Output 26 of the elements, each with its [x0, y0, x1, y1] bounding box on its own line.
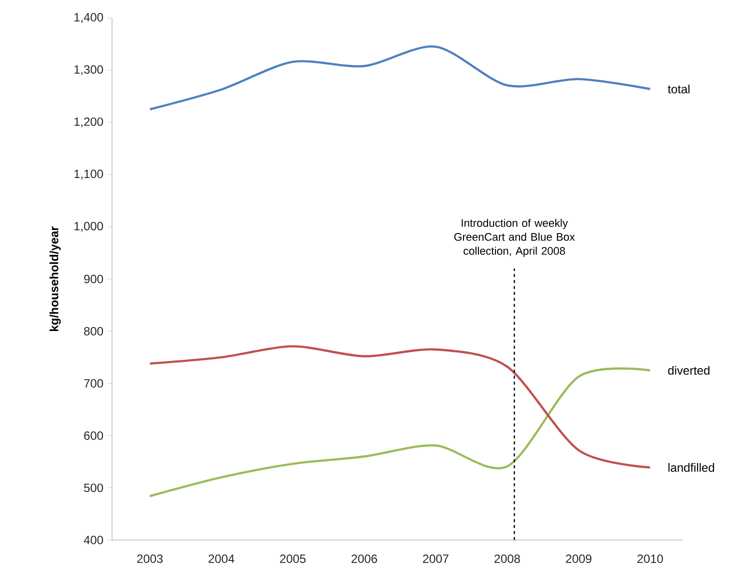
x-tick-label: 2004 — [208, 554, 234, 563]
y-axis-title: kg/household/year — [50, 226, 61, 331]
y-tick-label: 1,200 — [74, 117, 104, 128]
x-tick-label: 2005 — [280, 554, 306, 563]
y-tick-label: 900 — [84, 274, 104, 284]
y-tick-label: 1,100 — [74, 170, 104, 180]
y-tick-label: 400 — [84, 536, 104, 544]
x-tick-label: 2003 — [137, 554, 163, 563]
y-tick-label: 500 — [84, 484, 104, 492]
y-tick-label: 1,000 — [74, 222, 104, 232]
line-series — [148, 345, 652, 469]
series-label: landfilled — [668, 463, 714, 472]
x-tick-label: 2006 — [352, 554, 378, 563]
x-tick-label: 2010 — [637, 554, 663, 563]
series-label: total — [668, 84, 690, 94]
x-tick-label: 2009 — [566, 554, 592, 563]
y-tick-label: 1,300 — [74, 65, 104, 76]
ref-line-label: Introduction of weekly GreenCart and Blue Box collection, April 2008 — [454, 218, 575, 257]
y-tick-label: 1,400 — [74, 13, 104, 23]
y-tick-label: 800 — [84, 326, 104, 336]
x-tick-label: 2007 — [423, 554, 448, 563]
x-tick-label: 2008 — [494, 554, 520, 563]
series-label: diverted — [668, 366, 710, 375]
y-tick-label: 600 — [84, 431, 104, 440]
line-series — [148, 45, 652, 110]
y-tick-label: 700 — [84, 379, 104, 388]
